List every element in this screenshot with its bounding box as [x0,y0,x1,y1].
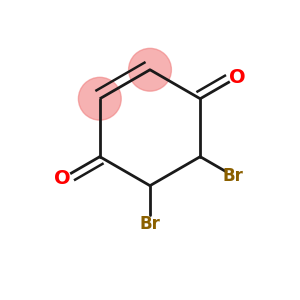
Text: O: O [229,68,246,87]
Text: Br: Br [223,167,244,185]
Text: O: O [54,169,71,188]
Circle shape [129,48,171,91]
Circle shape [78,77,121,120]
Text: Br: Br [140,215,160,233]
